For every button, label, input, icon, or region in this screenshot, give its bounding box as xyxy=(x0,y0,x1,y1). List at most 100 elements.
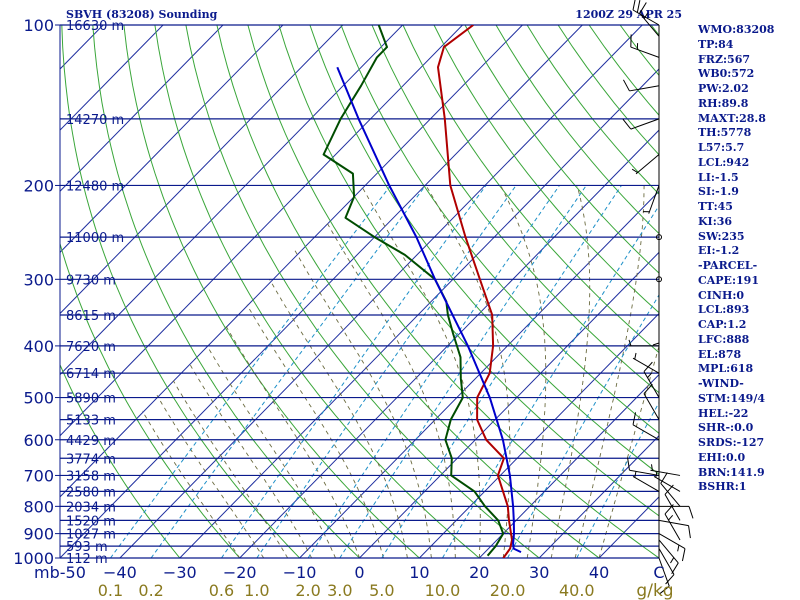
plot-area xyxy=(60,25,659,558)
stat-item: LCL:893 xyxy=(698,303,750,317)
barb-half-flag xyxy=(647,372,653,378)
wind-barb xyxy=(632,412,660,441)
temperature-tick-label: −10 xyxy=(283,563,317,582)
stat-item: -WIND- xyxy=(698,377,744,390)
temperature-tick-label: 10 xyxy=(409,563,429,582)
barb-flag xyxy=(659,585,670,595)
mixing-ratio-tick-label: 0.1 xyxy=(98,581,123,600)
mixing-ratio-tick-label: 10.0 xyxy=(425,581,461,600)
barb-half-flag xyxy=(634,352,637,360)
barb-flag xyxy=(681,548,686,562)
barb-flag xyxy=(632,412,637,425)
wind-barb xyxy=(658,548,675,585)
barb-flag xyxy=(632,0,636,11)
moist-adiabat-line xyxy=(326,222,456,558)
isotherm-line xyxy=(60,25,463,437)
barb-half-flag xyxy=(634,471,637,478)
moist-adiabat-line xyxy=(500,185,547,558)
barb-staff xyxy=(630,118,660,130)
height-label: 593 m xyxy=(66,540,108,555)
barb-staff xyxy=(639,12,660,37)
sounding-indices: WMO:83208 TP:84 FRZ:567 WB0:572 PW:2.02 RH:89… xyxy=(698,23,798,495)
isotherm-line xyxy=(60,25,583,558)
wind-barb xyxy=(652,314,660,346)
sounding-profiles xyxy=(322,25,522,558)
wind-barb xyxy=(656,276,662,283)
stat-item: TH:5778 xyxy=(698,126,752,140)
pressure-axis: 100 200 300 400 500 600 700 800 900 1000 xyxy=(13,16,60,568)
barb-half-flag xyxy=(628,339,632,347)
barb-half-flag xyxy=(655,471,658,478)
barb-staff xyxy=(658,533,686,550)
height-label: 16630 m xyxy=(66,19,124,34)
wind-barb xyxy=(632,352,660,374)
isotherm-line xyxy=(60,25,164,131)
barb-staff xyxy=(650,469,681,476)
isotherm-line xyxy=(478,373,659,558)
stat-item: EI:-1.2 xyxy=(698,244,740,258)
barb-flag xyxy=(671,562,679,574)
stat-item: LI:-1.5 xyxy=(698,170,739,184)
temperature-tick-label: C xyxy=(653,563,664,582)
mixing-ratio-line xyxy=(442,204,659,558)
pressure-tick-label: 200 xyxy=(23,176,54,195)
stat-item: SI:-1.9 xyxy=(698,185,739,199)
isotherm-line xyxy=(119,25,643,558)
stat-item: SRDS:-127 xyxy=(698,436,765,449)
isotherm-line xyxy=(60,25,224,192)
temperature-axis: mb-50 −40 −30 −20 −10 0 10 20 30 40 C xyxy=(34,563,665,582)
wind-barb xyxy=(627,457,660,476)
shear-barb xyxy=(660,472,681,507)
stat-item: STM:149/4 xyxy=(698,391,765,405)
barb-staff xyxy=(632,475,660,492)
height-label: 12480 m xyxy=(66,179,124,194)
barb-staff xyxy=(658,539,679,564)
isotherm-line xyxy=(60,25,523,498)
mixing-ratio-tick-label: 0.2 xyxy=(138,581,163,600)
stat-item: CAP:1.2 xyxy=(698,318,747,331)
dewpoint-profile xyxy=(322,25,505,557)
barb-flag xyxy=(622,118,632,130)
stat-item: WB0:572 xyxy=(698,67,755,81)
temperature-tick-label: mb-50 xyxy=(34,563,86,582)
temperature-tick-label: −30 xyxy=(163,563,197,582)
barb-staff xyxy=(632,357,660,374)
pressure-tick-label: 700 xyxy=(23,466,54,485)
barb-staff xyxy=(630,46,660,58)
height-label: 6714 m xyxy=(66,367,116,382)
height-label: 3774 m xyxy=(66,452,116,467)
mixing-ratio-axis: 0.1 0.2 0.6 1.0 2.0 3.0 5.0 10.0 20.0 40.0 xyxy=(98,581,595,600)
moist-adiabat-line xyxy=(188,362,313,558)
pressure-tick-label: 800 xyxy=(23,497,54,516)
barb-flag xyxy=(665,574,675,585)
barb-flag xyxy=(660,472,668,484)
isotherm-line xyxy=(60,25,284,254)
temperature-tick-label: 20 xyxy=(469,563,489,582)
mixing-ratio-tick-label: 5.0 xyxy=(369,581,394,600)
stat-item: L57:5.7 xyxy=(698,141,745,154)
barb-staff xyxy=(629,469,660,476)
wind-barb xyxy=(622,79,660,92)
height-label: 8615 m xyxy=(66,309,116,324)
height-label: 2034 m xyxy=(66,500,116,515)
height-label: 5133 m xyxy=(66,414,116,429)
barb-staff xyxy=(632,424,660,441)
mixing-ratio-line xyxy=(150,185,427,558)
stat-item: KI:36 xyxy=(698,214,733,228)
wind-barb xyxy=(643,185,660,214)
mixing-ratio-tick-label: 1.0 xyxy=(244,581,269,600)
height-labels: 16630 m 14270 m 12480 m 11000 m 9730 m 8615 m… xyxy=(66,19,124,567)
calm-circle xyxy=(656,234,662,241)
stat-item: TP:84 xyxy=(698,37,734,51)
wind-barb xyxy=(659,505,694,519)
barb-flag xyxy=(622,79,630,92)
mixing-ratio-tick-label: 2.0 xyxy=(295,581,320,600)
barb-staff xyxy=(643,371,660,398)
mixing-ratio-tick-label: 0.6 xyxy=(209,581,234,600)
isotherm-line xyxy=(60,25,344,315)
moist-adiabat-line xyxy=(142,410,241,558)
shear-barb xyxy=(653,471,681,492)
temperature-profile xyxy=(437,25,513,558)
isobar-lines xyxy=(59,24,659,559)
stat-item: EHI:0.0 xyxy=(698,450,746,464)
